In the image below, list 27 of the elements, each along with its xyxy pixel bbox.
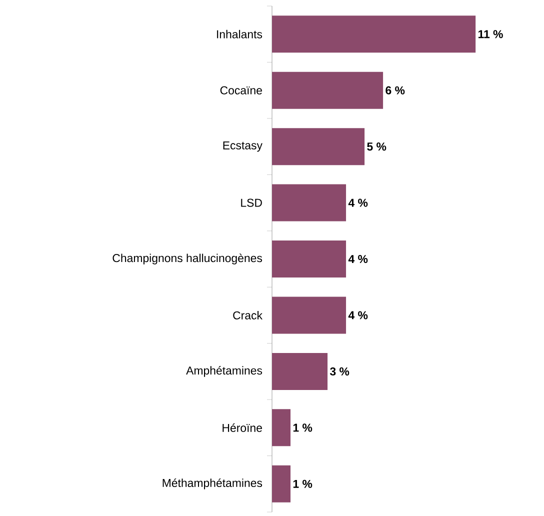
bar: [272, 296, 346, 334]
data-label: 1 %: [293, 480, 312, 488]
y-tick-label: LSD: [241, 198, 262, 207]
data-label: 5 %: [367, 142, 386, 151]
y-tick-label: Champignons hallucinogènes: [112, 254, 262, 264]
bar: [272, 72, 384, 109]
bar: [272, 352, 328, 390]
data-label: 4 %: [348, 254, 368, 264]
bar: [272, 409, 291, 446]
y-tick-label: Crack: [233, 311, 262, 320]
data-label: 6 %: [386, 86, 405, 94]
bar: [272, 184, 346, 222]
data-label: 3 %: [330, 367, 350, 376]
y-tick-label: Ecstasy: [223, 141, 262, 152]
y-tick-label: Inhalants: [217, 30, 262, 38]
bar: [272, 16, 476, 53]
y-tick-label: Amphétamines: [186, 366, 262, 377]
y-tick-label: Méthamphétamines: [162, 478, 262, 490]
data-label: 1 %: [293, 424, 312, 432]
bar: [272, 240, 346, 278]
bar: [272, 128, 365, 166]
data-label: 11 %: [478, 30, 503, 38]
data-label: 4 %: [348, 311, 368, 320]
bar: [272, 465, 291, 502]
y-tick-label: Cocaïne: [220, 86, 262, 94]
y-tick-label: Héroïne: [222, 423, 262, 432]
data-label: 4 %: [348, 198, 368, 207]
